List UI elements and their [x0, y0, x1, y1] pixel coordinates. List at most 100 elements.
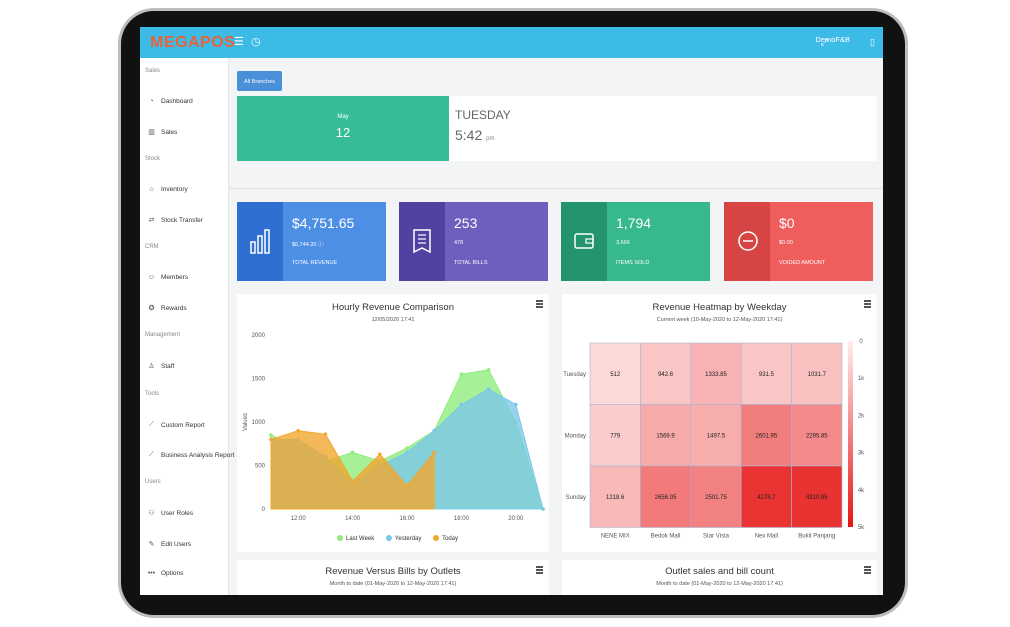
legend-item-today[interactable]: Today: [433, 535, 459, 542]
scale-tick-label: 0: [859, 339, 863, 345]
sidebar-item-members[interactable]: ☺ Members: [147, 274, 188, 281]
data-point[interactable]: [269, 433, 273, 437]
hamburger-icon[interactable]: ☰: [234, 36, 244, 48]
brand-logo[interactable]: MEGAPOS: [140, 27, 235, 58]
chart-menu-icon[interactable]: [864, 566, 871, 574]
data-point[interactable]: [296, 428, 300, 433]
heatmap-cell[interactable]: [740, 465, 792, 528]
data-point[interactable]: [350, 479, 355, 483]
sidebar-item-label: Members: [161, 274, 189, 281]
legend-label: Today: [442, 535, 459, 542]
heatmap-cell[interactable]: [589, 404, 641, 467]
kpi-label: VOIDED AMOUNT: [779, 260, 826, 266]
x-tick-label: 16:00: [399, 516, 415, 522]
data-point[interactable]: [432, 428, 436, 433]
kpi-card-revenue[interactable]: $4,751.65 $6,744.20 ⓘ TOTAL REVENUE: [237, 202, 386, 281]
chart-menu-icon[interactable]: [536, 300, 543, 308]
data-point[interactable]: [269, 437, 273, 442]
data-point[interactable]: [323, 432, 328, 436]
heatmap-cell[interactable]: [791, 465, 843, 528]
user-name[interactable]: DemoF&B: [815, 35, 850, 44]
sidebar-item-staff[interactable]: ♙ Staff: [147, 362, 174, 371]
device-icon[interactable]: ▯: [870, 37, 875, 47]
sidebar-item-edit-users[interactable]: ✎ Edit Users: [147, 540, 191, 549]
time-value: 5:42: [455, 127, 483, 143]
kpi-sub: $6,744.20 ⓘ: [292, 240, 324, 248]
data-point[interactable]: [459, 402, 464, 407]
kpi-value: $0: [779, 215, 795, 231]
cell-value: 1031.7: [808, 372, 827, 378]
chart-legend: Last Week Yesterday Today: [337, 535, 468, 542]
kpi-card-bills[interactable]: 253 478 TOTAL BILLS: [399, 202, 548, 281]
sidebar-item-custom-report[interactable]: ⟋ Custom Report: [147, 421, 205, 429]
sidebar-section-tools: Tools: [145, 391, 160, 397]
user-roles-icon: ⚇: [148, 510, 155, 517]
heatmap-cell[interactable]: [640, 465, 692, 528]
sidebar-item-dashboard[interactable]: ◔ Dashboard: [147, 98, 193, 105]
heatmap-cell[interactable]: [740, 342, 792, 405]
app-screen: MEGAPOS ☰ ◷ ⤢ DemoF&B ▯ Sales ◔ Dashboar…: [140, 27, 883, 595]
cell-value: 2501.75: [705, 495, 727, 501]
top-bar: MEGAPOS ☰ ◷ ⤢ DemoF&B ▯: [140, 27, 883, 58]
data-point[interactable]: [405, 450, 409, 455]
sidebar-section-crm: CRM: [145, 244, 159, 250]
sidebar-item-options[interactable]: ••• Options: [147, 570, 184, 577]
row-label: Monday: [565, 433, 586, 439]
sidebar-item-label: Stock Transfer: [161, 216, 203, 224]
sidebar-item-business-analysis-report[interactable]: ⟋ Business Analysis Report: [147, 451, 234, 459]
color-scale: [848, 341, 853, 527]
chart-subtitle: 12/05/2020 17:41: [371, 317, 415, 323]
branch-select-button[interactable]: All Branches ▾: [237, 71, 282, 105]
expand-icon[interactable]: ⤢: [820, 37, 828, 47]
sidebar-item-stock-transfer[interactable]: ⇄ Stock Transfer: [147, 216, 203, 225]
heatmap-cell[interactable]: [640, 342, 692, 405]
chart-title: Hourly Revenue Comparison: [332, 302, 454, 313]
line-chart-icon: ⟋: [149, 421, 154, 428]
heatmap-cell[interactable]: [589, 342, 641, 405]
heatmap-cell[interactable]: [740, 404, 792, 467]
info-icon: ⓘ: [318, 242, 324, 248]
data-point[interactable]: [486, 368, 491, 372]
x-tick-label: 14:00: [345, 516, 361, 522]
heatmap-cell[interactable]: [640, 404, 692, 467]
data-point[interactable]: [432, 450, 436, 455]
cell-value: 1497.5: [707, 433, 726, 439]
hourly-revenue-panel: Hourly Revenue Comparison 12/05/2020 17:…: [237, 294, 549, 552]
heatmap-cell[interactable]: [690, 465, 742, 528]
legend-label: Yesterday: [394, 535, 422, 542]
scale-tick-label: 1k: [858, 376, 865, 382]
bar-chart-icon: [250, 229, 270, 254]
chart-menu-icon[interactable]: [536, 566, 543, 574]
data-point[interactable]: [378, 452, 382, 456]
sidebar-item-label: Dashboard: [161, 98, 193, 105]
rewards-icon: ✪: [148, 305, 155, 312]
x-tick-label: 20:00: [508, 516, 524, 522]
series-today-area[interactable]: [270, 430, 435, 510]
sidebar-item-sales[interactable]: ▥ Sales: [147, 128, 177, 137]
data-point[interactable]: [350, 450, 355, 455]
heatmap-cell[interactable]: [791, 342, 843, 405]
data-point[interactable]: [541, 507, 545, 511]
chart-menu-icon[interactable]: [864, 300, 871, 308]
heatmap-cell[interactable]: [690, 404, 742, 467]
x-tick-label: 12:00: [291, 516, 307, 522]
data-point[interactable]: [486, 387, 491, 391]
sidebar-item-rewards[interactable]: ✪ Rewards: [147, 304, 187, 313]
data-point[interactable]: [459, 372, 464, 376]
kpi-card-voided[interactable]: $0 $0.00 VOIDED AMOUNT: [724, 202, 873, 281]
data-point[interactable]: [514, 402, 518, 407]
sidebar-item-inventory[interactable]: ⌂ Inventory: [147, 186, 187, 193]
sidebar-item-user-roles[interactable]: ⚇ User Roles: [147, 509, 193, 518]
sidebar-section-stock: Stock: [145, 156, 161, 162]
data-point[interactable]: [405, 483, 409, 488]
legend-item-last-week[interactable]: Last Week: [337, 535, 375, 542]
legend-item-yesterday[interactable]: Yesterday: [385, 535, 422, 542]
clock-icon[interactable]: ◷: [251, 36, 261, 48]
kpi-card-items[interactable]: 1,794 3,666 ITEMS SOLD: [561, 202, 710, 281]
data-point[interactable]: [405, 446, 409, 450]
heatmap-cell[interactable]: [589, 465, 641, 528]
heatmap-cell[interactable]: [690, 342, 742, 405]
dashboard-icon: ◔: [149, 98, 154, 105]
legend-label: Last Week: [346, 535, 375, 542]
bar-chart-icon: ▥: [148, 129, 155, 136]
